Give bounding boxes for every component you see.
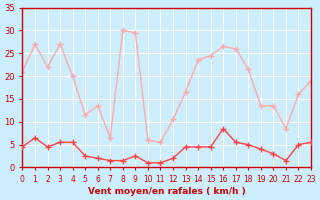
X-axis label: Vent moyen/en rafales ( km/h ): Vent moyen/en rafales ( km/h ) <box>88 187 246 196</box>
